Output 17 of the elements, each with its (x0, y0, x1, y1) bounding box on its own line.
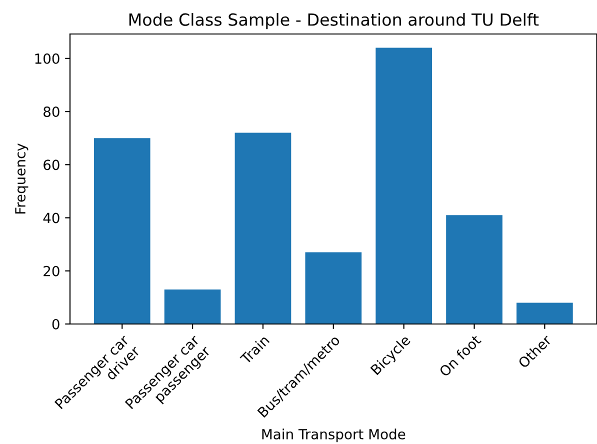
y-axis-title: Frequency (15, 144, 28, 214)
bar (234, 132, 292, 324)
y-tick-label: 0 (52, 318, 60, 330)
bar (164, 289, 221, 324)
bar (516, 302, 573, 324)
y-tick-label: 20 (44, 266, 60, 276)
y-tick-label: 40 (43, 212, 60, 224)
bar (446, 215, 502, 324)
y-tick-label: 80 (44, 106, 60, 118)
y-tick-label: 100 (35, 53, 60, 64)
chart-title: Mode Class Sample - Destination around TU Delft (129, 13, 539, 30)
x-tick-label: On foot (438, 334, 482, 378)
bar (94, 138, 150, 324)
y-tick-label: 60 (44, 160, 60, 170)
bar (376, 48, 432, 324)
x-axis-title: Main Transport Mode (262, 428, 406, 442)
bar (305, 252, 362, 324)
